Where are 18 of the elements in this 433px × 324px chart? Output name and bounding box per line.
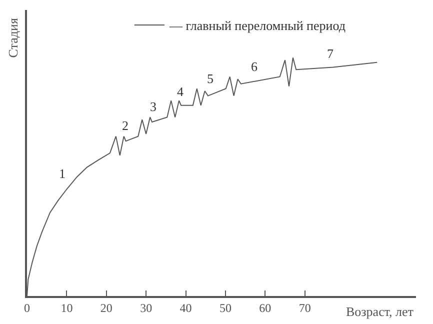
- x-tick-label: 20: [100, 301, 112, 316]
- y-axis-title: Стадия: [5, 18, 20, 58]
- x-tick-label: 0: [24, 301, 30, 316]
- annotation: 1: [59, 166, 66, 181]
- x-tick-label: 30: [140, 301, 152, 316]
- legend-label: — главный переломный период: [168, 18, 346, 34]
- annotation: 4: [177, 84, 184, 99]
- annotation: 2: [122, 118, 128, 133]
- annotation: 5: [207, 71, 214, 86]
- x-tick-label: 50: [219, 301, 232, 316]
- x-tick-label: 70: [298, 301, 311, 316]
- x-tick-label: 10: [60, 301, 73, 316]
- annotation: 3: [150, 99, 156, 114]
- x-axis-title: Возраст, лет: [346, 304, 414, 319]
- x-tick-label: 40: [180, 301, 192, 316]
- annotation: 6: [251, 59, 258, 74]
- x-tick-label: 60: [259, 301, 272, 316]
- annotation: 7: [327, 46, 334, 61]
